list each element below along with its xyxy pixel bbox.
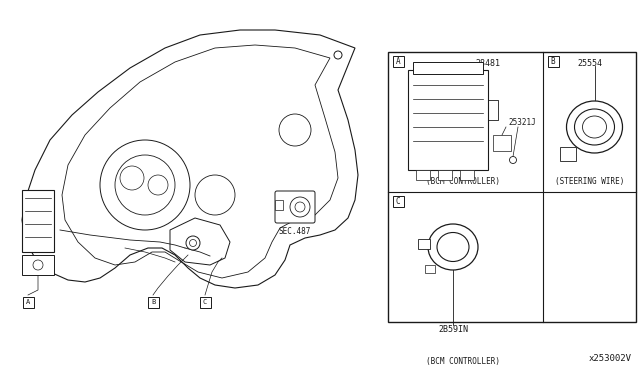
Text: B: B [550,57,556,65]
Circle shape [279,114,311,146]
Bar [22,255,54,275]
Text: (BCM CONTROLLER): (BCM CONTROLLER) [426,357,500,366]
Text: 2B59IN: 2B59IN [438,325,468,334]
Circle shape [295,202,305,212]
Text: (STEERING WIRE): (STEERING WIRE) [555,177,624,186]
Circle shape [33,260,43,270]
Circle shape [290,197,310,217]
Bar [416,170,430,180]
Text: 28481: 28481 [476,59,500,68]
Ellipse shape [566,101,623,153]
Circle shape [186,236,200,250]
Bar [22,296,33,308]
Bar [147,296,159,308]
Circle shape [148,175,168,195]
Text: A: A [396,57,400,65]
Circle shape [100,140,190,230]
Text: 25321J: 25321J [508,118,536,127]
Ellipse shape [575,109,614,145]
Circle shape [195,175,235,215]
Circle shape [334,51,342,59]
Bar [418,239,430,249]
FancyBboxPatch shape [559,147,575,161]
Text: 25554: 25554 [577,59,602,68]
Circle shape [115,155,175,215]
Bar [408,70,488,170]
Ellipse shape [437,232,469,262]
Bar [438,170,452,180]
Bar [22,190,54,252]
Bar [200,296,211,308]
Text: C: C [203,299,207,305]
Text: SEC.487: SEC.487 [279,227,311,236]
Bar [425,265,435,273]
Ellipse shape [428,224,478,270]
Bar [413,62,483,74]
Text: A: A [26,299,30,305]
Text: C: C [396,196,400,205]
Bar [392,55,403,67]
Circle shape [120,166,144,190]
Circle shape [509,157,516,164]
Text: B: B [151,299,155,305]
Bar [547,55,559,67]
Text: (BCM CONTROLLER): (BCM CONTROLLER) [426,177,500,186]
Bar [392,196,403,206]
FancyBboxPatch shape [275,191,315,223]
Circle shape [189,240,196,247]
Bar [493,135,511,151]
Ellipse shape [582,116,607,138]
Bar [460,170,474,180]
Text: x253002V: x253002V [589,354,632,363]
Bar [275,200,283,210]
Bar [388,52,636,322]
